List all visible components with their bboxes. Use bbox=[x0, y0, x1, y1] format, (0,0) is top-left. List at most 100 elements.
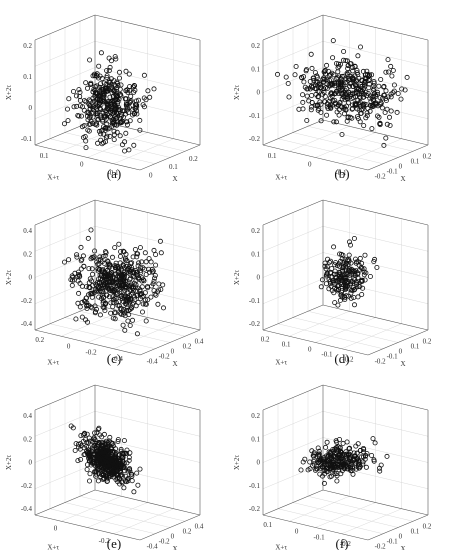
data-point bbox=[331, 119, 337, 125]
axis-edge bbox=[94, 384, 201, 411]
data-point bbox=[125, 318, 131, 324]
data-point bbox=[129, 473, 135, 479]
data-point bbox=[94, 430, 100, 436]
data-point bbox=[333, 445, 339, 451]
data-point bbox=[343, 75, 349, 81]
x-tick-label: -0.2 bbox=[375, 358, 387, 366]
data-point bbox=[76, 290, 82, 296]
z-tick-label: 0.1 bbox=[251, 65, 260, 73]
data-point bbox=[144, 284, 150, 290]
panel-e: 0.40.20-0.2-0.4X+2τ0-0.2X+τ -0.4-0.200.20… bbox=[5, 384, 204, 550]
data-point bbox=[128, 93, 134, 99]
y-tick-label: 0.2 bbox=[261, 336, 270, 344]
data-point bbox=[103, 139, 109, 145]
data-point bbox=[301, 79, 307, 85]
data-point bbox=[98, 87, 104, 93]
data-point bbox=[88, 98, 94, 104]
data-point bbox=[110, 443, 116, 449]
data-point bbox=[117, 75, 123, 81]
data-point bbox=[387, 123, 393, 129]
data-point bbox=[81, 452, 87, 458]
data-point bbox=[378, 77, 384, 83]
data-point bbox=[121, 485, 127, 491]
panel-c: 0.40.20-0.2-0.4X+2τ0.20-0.2-0.4X+τ -0.4-0… bbox=[5, 199, 204, 368]
x-tick-label: 0.2 bbox=[183, 528, 192, 536]
data-point bbox=[327, 461, 333, 467]
data-point bbox=[110, 299, 116, 305]
data-point bbox=[114, 97, 120, 103]
z-tick-label: 0.2 bbox=[23, 250, 32, 258]
data-point bbox=[140, 102, 146, 108]
data-point bbox=[92, 248, 98, 254]
data-point bbox=[110, 254, 116, 260]
data-point bbox=[390, 68, 396, 74]
data-point bbox=[101, 80, 107, 86]
data-point bbox=[124, 301, 130, 307]
data-point bbox=[112, 54, 118, 60]
data-point bbox=[72, 447, 78, 453]
grid-line bbox=[34, 93, 96, 119]
data-point bbox=[351, 235, 357, 241]
x-tick-label: -0.4 bbox=[147, 543, 159, 550]
data-point bbox=[316, 451, 322, 457]
data-point bbox=[327, 450, 333, 456]
data-point bbox=[108, 58, 114, 64]
grid-line bbox=[262, 93, 324, 119]
data-point bbox=[100, 96, 106, 102]
data-point bbox=[97, 100, 103, 106]
data-point bbox=[130, 112, 136, 118]
data-point bbox=[348, 279, 354, 285]
grid-line bbox=[34, 463, 96, 489]
data-point bbox=[305, 467, 311, 473]
data-point bbox=[109, 107, 115, 113]
data-point bbox=[367, 95, 373, 101]
data-point bbox=[361, 269, 367, 275]
z-tick-label: 0 bbox=[29, 274, 33, 282]
z-tick-label: 0.4 bbox=[23, 227, 32, 235]
data-point bbox=[341, 272, 347, 278]
data-point bbox=[152, 291, 158, 297]
data-point bbox=[98, 131, 104, 137]
data-point bbox=[363, 464, 369, 470]
y-tick-label: -0.2 bbox=[340, 540, 352, 548]
axis-edge bbox=[367, 144, 429, 171]
data-point bbox=[334, 109, 340, 115]
data-point bbox=[102, 115, 108, 121]
axis-edge bbox=[94, 489, 201, 516]
data-point bbox=[127, 284, 133, 290]
grid-line bbox=[341, 138, 402, 164]
data-point bbox=[389, 73, 395, 79]
data-point bbox=[82, 133, 88, 139]
data-points bbox=[62, 50, 157, 154]
data-point bbox=[358, 103, 364, 109]
data-point bbox=[119, 108, 125, 114]
x-tick-label: 0.1 bbox=[169, 163, 178, 171]
data-point bbox=[132, 246, 138, 252]
grid-line bbox=[341, 323, 402, 349]
data-point bbox=[324, 62, 330, 68]
data-point bbox=[388, 63, 394, 69]
data-point bbox=[78, 266, 84, 272]
data-point bbox=[103, 288, 109, 294]
data-point bbox=[321, 99, 327, 105]
data-point bbox=[355, 270, 361, 276]
data-point bbox=[104, 85, 110, 91]
data-point bbox=[316, 80, 322, 86]
data-point bbox=[115, 438, 121, 444]
x-tick-label: 0.2 bbox=[423, 523, 432, 531]
z-tick-label: -0.1 bbox=[249, 482, 261, 490]
data-point bbox=[95, 478, 101, 484]
y-tick-label: -0.2 bbox=[86, 349, 98, 357]
data-point bbox=[346, 446, 352, 452]
data-point bbox=[81, 107, 87, 113]
data-point bbox=[151, 278, 157, 284]
data-point bbox=[77, 272, 83, 278]
axis-edge bbox=[262, 384, 324, 411]
x-tick-label: 0.1 bbox=[411, 528, 420, 536]
data-point bbox=[160, 282, 166, 288]
x-axis-label: X bbox=[172, 360, 177, 368]
data-point bbox=[124, 297, 130, 303]
data-point bbox=[105, 444, 111, 450]
data-point bbox=[126, 307, 132, 313]
data-point bbox=[98, 440, 104, 446]
